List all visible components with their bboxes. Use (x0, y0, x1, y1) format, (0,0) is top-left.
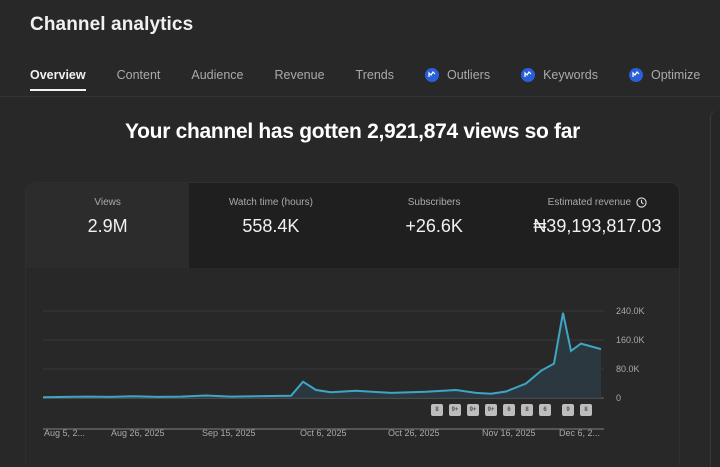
video-marker[interactable]: 8 (521, 404, 533, 416)
x-tick: Nov 16, 2025 (482, 428, 536, 438)
clock-icon (636, 196, 647, 208)
insights-icon (425, 68, 439, 82)
metric-value: 558.4K (242, 216, 300, 236)
tab-label: Audience (191, 68, 244, 82)
metric-watch-time[interactable]: Watch time (hours) 558.4K (189, 183, 353, 268)
tab-label: Trends (355, 68, 394, 82)
tab-trends[interactable]: Trends (356, 60, 394, 90)
tab-content[interactable]: Content (117, 60, 161, 90)
tab-label: Revenue (274, 68, 325, 82)
tabs-divider (0, 96, 720, 97)
metric-value: +26.6K (405, 216, 463, 236)
metric-value: ₦39,193,817.03 (533, 216, 662, 236)
tab-bar: Overview Content Audience Revenue Trends… (30, 64, 720, 96)
tab-label: Overview (30, 68, 86, 82)
tab-keywords[interactable]: Keywords (521, 60, 598, 90)
y-tick: 0 (616, 393, 622, 403)
video-marker[interactable]: 8 (580, 404, 592, 416)
page-title: Channel analytics (30, 14, 194, 35)
tab-revenue[interactable]: Revenue (275, 60, 325, 90)
video-marker[interactable]: 9+ (449, 404, 461, 416)
tab-optimize[interactable]: Optimize (628, 60, 701, 90)
metric-label: Subscribers (407, 196, 461, 208)
views-headline: Your channel has gotten 2,921,874 views … (125, 120, 580, 143)
video-marker[interactable]: 9 (562, 404, 574, 416)
video-marker[interactable]: 9+ (467, 404, 479, 416)
metric-tabs: Views 2.9M Watch time (hours) 558.4K Sub… (26, 183, 679, 268)
tab-label: Keywords (543, 68, 598, 82)
video-marker[interactable]: 9+ (485, 404, 497, 416)
tab-outliers[interactable]: Outliers (425, 60, 490, 90)
x-tick: Aug 5, 2... (44, 428, 86, 438)
video-marker[interactable]: 8 (431, 404, 443, 416)
insights-icon (521, 68, 536, 82)
x-tick: Oct 26, 2025 (388, 428, 440, 438)
video-marker[interactable]: 6 (539, 404, 551, 416)
y-tick: 80.0K (616, 364, 640, 374)
metric-value: 2.9M (87, 216, 128, 236)
tab-label: Content (116, 68, 161, 82)
x-tick: Sep 15, 2025 (202, 428, 256, 438)
metric-label: Watch time (hours) (228, 196, 313, 208)
tab-overview[interactable]: Overview (30, 60, 86, 91)
x-tick: Aug 26, 2025 (111, 428, 165, 438)
y-tick: 240.0K (616, 306, 645, 316)
tab-label: Optimize (650, 68, 701, 82)
metric-subscribers[interactable]: Subscribers +26.6K (352, 183, 516, 268)
chart-plot (42, 310, 604, 430)
x-tick: Oct 6, 2025 (300, 428, 347, 438)
metric-views[interactable]: Views 2.9M (26, 183, 190, 268)
video-marker[interactable]: 6 (503, 404, 515, 416)
side-panel-edge (710, 110, 720, 467)
metric-estimated-revenue[interactable]: Estimated revenue ₦39,193,817.03 (515, 183, 679, 268)
metric-label: Estimated revenue (547, 196, 632, 208)
tab-label: Outliers (447, 68, 491, 82)
x-tick: Dec 6, 2... (559, 428, 601, 438)
tab-audience[interactable]: Audience (191, 60, 243, 90)
insights-icon (628, 68, 643, 82)
y-tick: 160.0K (616, 335, 645, 345)
metric-label: Views (94, 196, 121, 208)
views-chart[interactable]: 240.0K 160.0K 80.0K 0 8 9+ 9+ 9+ 6 8 6 9… (26, 268, 679, 467)
analytics-card: Views 2.9M Watch time (hours) 558.4K Sub… (25, 182, 680, 467)
